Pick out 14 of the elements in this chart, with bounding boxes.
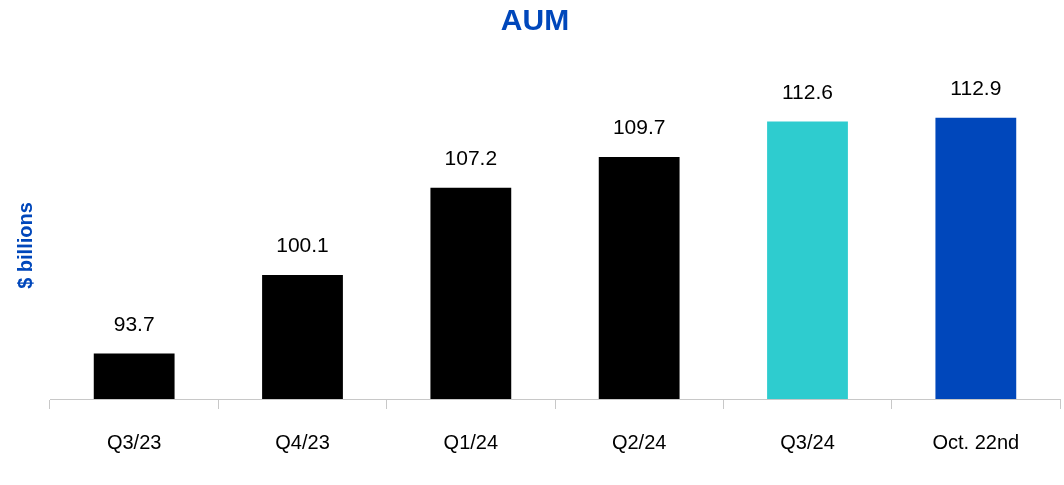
data-label: 112.9 xyxy=(950,76,1002,100)
x-tick-label: Q3/23 xyxy=(106,430,162,453)
x-tick-label: Q4/23 xyxy=(275,430,330,453)
data-label: 93.7 xyxy=(113,311,155,335)
x-tick-label: Q2/24 xyxy=(611,430,667,453)
chart-title: AUM xyxy=(500,3,570,37)
data-label: 112.6 xyxy=(782,79,833,103)
x-tick-label: Q3/24 xyxy=(780,430,835,453)
x-tick-label: Q1/24 xyxy=(443,430,499,453)
data-label: 107.2 xyxy=(444,146,498,170)
data-label: 109.7 xyxy=(612,115,666,139)
y-axis-title: $ billions xyxy=(13,202,36,289)
x-tick-label: Oct. 22nd xyxy=(932,430,1020,453)
data-label: 100.1 xyxy=(276,233,329,257)
